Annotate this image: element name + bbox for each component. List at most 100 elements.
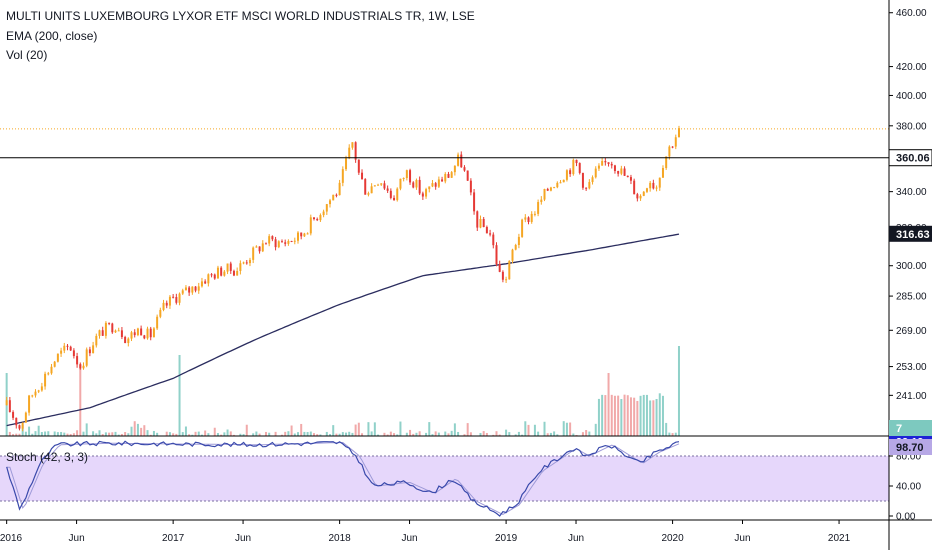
candle-body	[98, 330, 101, 336]
candle-body	[354, 142, 357, 160]
candle-body	[652, 182, 655, 189]
volume-bar	[524, 421, 527, 436]
candle-body	[671, 146, 674, 148]
volume-bar	[207, 433, 210, 436]
candle-body	[168, 296, 171, 306]
volume-bar	[437, 432, 440, 436]
candle-body	[149, 328, 152, 338]
volume-bar	[188, 434, 191, 436]
volume-bar	[53, 431, 56, 436]
volume-bar	[15, 433, 18, 436]
volume-bar	[117, 434, 120, 436]
volume-bar	[351, 432, 354, 436]
candle-body	[444, 173, 447, 182]
volume-bar	[8, 431, 11, 436]
candle-body	[479, 218, 482, 228]
candle-body	[389, 190, 392, 198]
volume-bar	[498, 434, 501, 436]
candle-body	[8, 400, 11, 413]
candle-body	[351, 142, 354, 148]
candle-body	[181, 290, 184, 294]
volume-bar	[300, 423, 303, 436]
candle-body	[306, 233, 309, 235]
volume-bar	[620, 399, 623, 436]
candle-body	[143, 335, 146, 339]
volume-bar	[572, 433, 575, 436]
volume-bar	[133, 421, 136, 436]
candle-body	[120, 330, 123, 338]
candle-body	[498, 264, 501, 272]
stoch-lines	[6, 440, 680, 517]
candle-body	[248, 259, 251, 264]
candle-body	[361, 172, 364, 180]
volume-bar	[674, 432, 677, 436]
volume-bar	[309, 431, 312, 436]
volume-bar	[469, 432, 472, 436]
candle-body	[489, 233, 492, 235]
stoch-tick-label: 80.00	[896, 452, 921, 463]
volume-bar	[325, 431, 328, 436]
candle-body	[473, 192, 476, 212]
candle-body	[677, 128, 680, 138]
candle-body	[469, 180, 472, 193]
candle-body	[530, 213, 533, 222]
volume-bar	[396, 434, 399, 436]
candle-body	[524, 217, 527, 220]
volume-bar	[485, 432, 488, 436]
volume-bar	[245, 424, 248, 436]
volume-bar	[636, 400, 639, 436]
candle-body	[492, 234, 495, 246]
time-tick-label: 2021	[828, 533, 851, 544]
volume-bar	[418, 431, 421, 436]
volume-bar	[213, 427, 216, 436]
candle-body	[287, 240, 290, 244]
volume-bar	[108, 432, 111, 436]
candle-body	[601, 161, 604, 166]
volume-bar	[370, 431, 373, 436]
candle-body	[543, 188, 546, 200]
volume-bar	[37, 425, 40, 436]
candle-body	[140, 328, 143, 336]
time-tick-label: 2016	[0, 533, 23, 544]
volume-bar	[367, 422, 370, 436]
candle-body	[517, 236, 520, 245]
candle-body	[114, 330, 117, 333]
last-price-tag-bg	[889, 149, 932, 166]
volume-bar	[383, 432, 386, 436]
candle-body	[127, 338, 130, 344]
candle-body	[146, 328, 149, 339]
price-tick-label: 253.00	[896, 362, 927, 373]
candle-body	[642, 191, 645, 196]
candle-body	[661, 168, 664, 178]
volume-bar	[588, 431, 591, 436]
stoch-tick-label: 40.00	[896, 482, 921, 493]
candle-body	[309, 217, 312, 234]
ema-tag: 316.63	[896, 229, 930, 241]
volume-bar	[111, 432, 114, 436]
candle-body	[357, 159, 360, 173]
volume-bar	[332, 425, 335, 436]
candle-body	[559, 182, 562, 184]
volume-bar	[453, 423, 456, 436]
volume-bar	[601, 394, 604, 436]
volume-bar	[264, 431, 267, 436]
volume-bar	[303, 431, 306, 436]
ema-tag-bg	[889, 225, 932, 242]
price-tick-label: 300.00	[896, 261, 927, 272]
candle-body	[92, 345, 95, 354]
volume-bar	[79, 364, 82, 436]
candle-body	[232, 270, 235, 276]
volume-bar	[316, 434, 319, 436]
candle-body	[665, 156, 668, 169]
candle-body	[540, 199, 543, 203]
candle-body	[572, 159, 575, 175]
candle-body	[457, 154, 460, 166]
volume-bar	[434, 431, 437, 436]
candle-body	[50, 366, 53, 374]
candle-body	[261, 243, 264, 252]
candle-body	[220, 267, 223, 276]
volume-bars	[5, 346, 680, 436]
candle-body	[594, 168, 597, 178]
candle-body	[546, 188, 549, 191]
